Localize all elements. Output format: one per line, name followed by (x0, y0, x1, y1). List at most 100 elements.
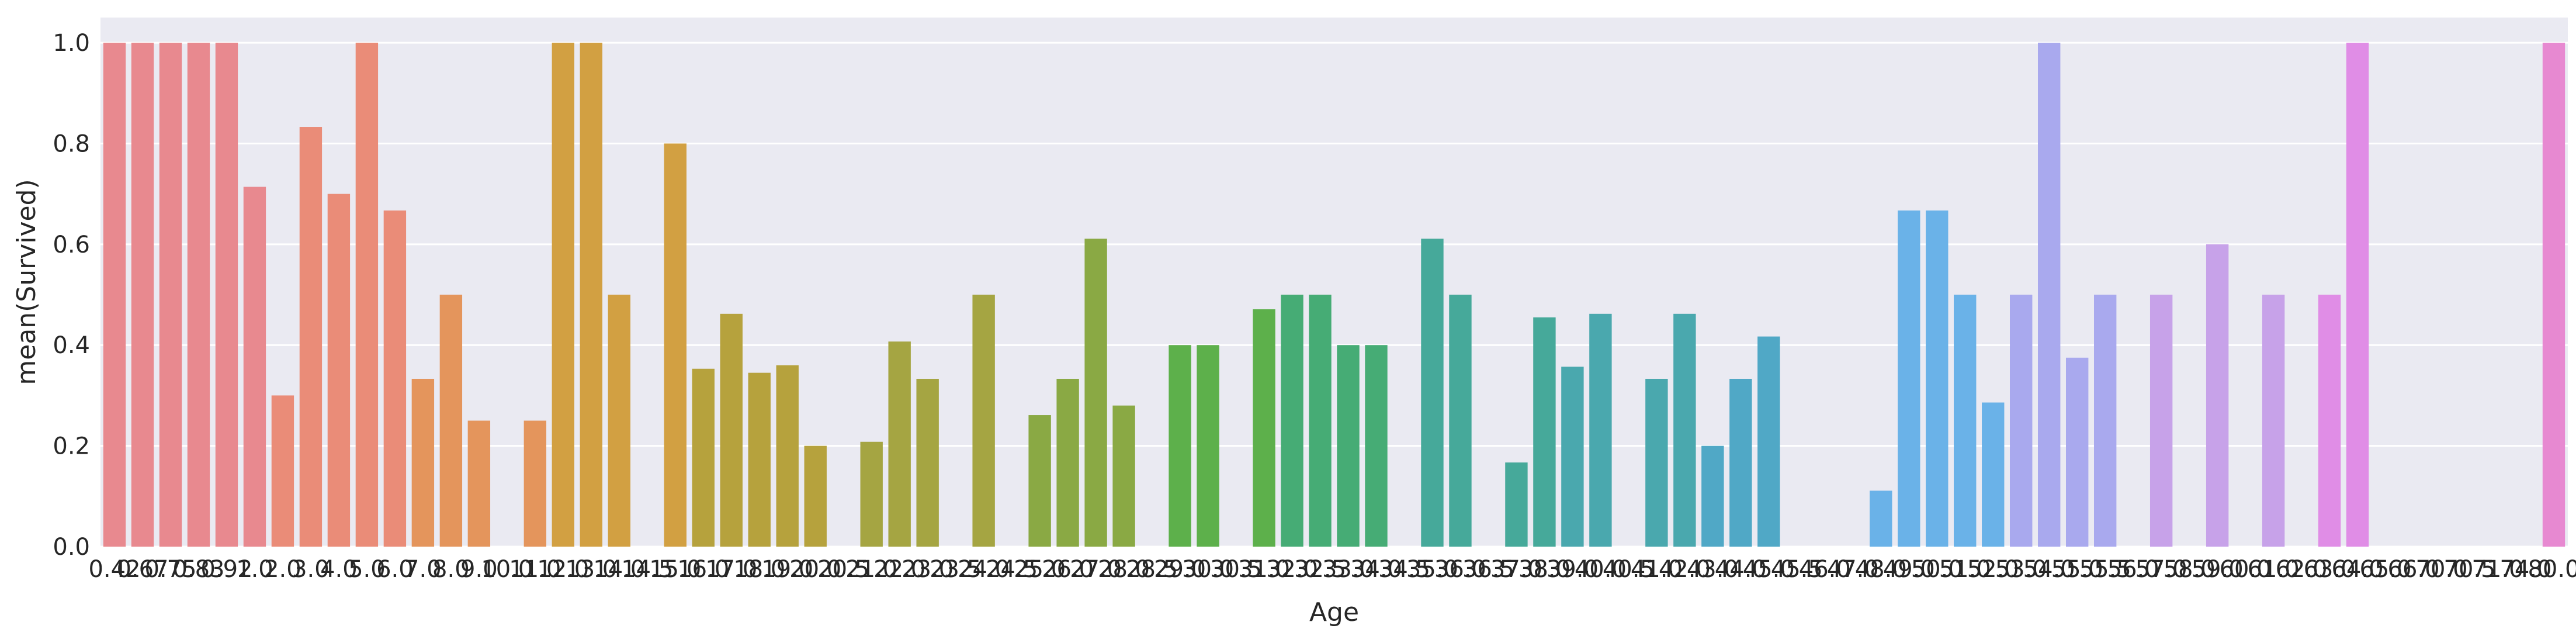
x-tick-label: 50.0 (1911, 556, 1963, 583)
y-tick-label: 1.0 (53, 30, 90, 57)
x-tick-label: 64.0 (2332, 556, 2384, 583)
x-tick-label: 30.5 (1210, 556, 1262, 583)
x-tick-label: 7.0 (404, 556, 442, 583)
x-tick-label: 0.67 (116, 556, 168, 583)
bar (2010, 295, 2033, 547)
x-tick-label: 56.0 (2107, 556, 2159, 583)
x-tick-label: 26.0 (1042, 556, 1094, 583)
x-tick-label: 9.0 (460, 556, 498, 583)
bar (159, 43, 182, 547)
bar (692, 368, 715, 547)
y-tick-label: 0.2 (53, 433, 90, 460)
bar (720, 313, 743, 547)
x-tick-label: 45.5 (1771, 556, 1823, 583)
y-tick-label: 0.8 (53, 130, 90, 157)
x-tick-label: 3.0 (292, 556, 330, 583)
bar (1197, 345, 1219, 547)
bar (580, 43, 602, 547)
x-tick-label: 28.0 (1098, 556, 1150, 583)
bar (1112, 405, 1135, 547)
y-tick-label: 0.0 (53, 534, 90, 561)
x-tick-label: 20.5 (817, 556, 869, 583)
bar (2346, 43, 2369, 547)
x-tick-label: 17.0 (705, 556, 757, 583)
bar (1533, 317, 1556, 547)
x-tick-label: 29.0 (1154, 556, 1206, 583)
bar (1926, 210, 1949, 547)
bar (2038, 43, 2061, 547)
bar (411, 378, 435, 547)
bar (608, 295, 630, 547)
bar (2066, 357, 2089, 547)
bar (187, 43, 210, 547)
x-tick-label: 36.0 (1434, 556, 1486, 583)
x-tick-label: 23.5 (930, 556, 982, 583)
x-tick-label: 37.0 (1490, 556, 1542, 583)
bar (1421, 239, 1444, 547)
x-tick-label: 16.0 (677, 556, 729, 583)
x-tick-label: 62.0 (2276, 556, 2328, 583)
x-tick-label: 55.0 (2051, 556, 2103, 583)
x-tick-label: 53.0 (1995, 556, 2047, 583)
x-tick-label: 65.0 (2360, 556, 2412, 583)
bar (1365, 345, 1388, 547)
bar (1309, 295, 1332, 547)
x-tick-label: 66.0 (2388, 556, 2440, 583)
bar (2542, 43, 2565, 547)
bar (776, 365, 799, 547)
x-tick-label: 36.5 (1462, 556, 1514, 583)
bar (1169, 345, 1191, 547)
x-tick-label: 23.0 (902, 556, 954, 583)
bar (383, 210, 407, 547)
x-tick-label: 0.92 (200, 556, 252, 583)
x-tick-label: 48.0 (1855, 556, 1907, 583)
bar (1281, 295, 1303, 547)
bar (888, 341, 911, 547)
x-tick-label: 46.0 (1799, 556, 1851, 583)
x-tick-label: 0.42 (88, 556, 140, 583)
x-tick-label: 34.5 (1378, 556, 1430, 583)
bar (1589, 313, 1612, 547)
x-tick-label: 32.5 (1294, 556, 1346, 583)
x-tick-label: 31.0 (1238, 556, 1290, 583)
x-tick-label: 28.5 (1126, 556, 1178, 583)
x-tick-label: 18.0 (733, 556, 785, 583)
x-tick-label: 35.0 (1406, 556, 1458, 583)
bar (355, 43, 379, 547)
bar (1449, 295, 1472, 547)
bar (299, 127, 323, 547)
bar (916, 378, 939, 547)
bar (1561, 367, 1584, 547)
x-tick-label: 8.0 (432, 556, 470, 583)
x-tick-labels: 0.420.670.750.830.921.02.03.04.05.06.07.… (88, 556, 2576, 583)
bar (664, 143, 687, 547)
x-tick-label: 22.0 (873, 556, 925, 583)
bar (131, 43, 154, 547)
x-tick-label: 70.0 (2416, 556, 2468, 583)
y-tick-labels: 0.0 0.2 0.4 0.6 0.8 1.0 (53, 30, 90, 561)
x-tick-label: 49.0 (1883, 556, 1935, 583)
bar (1954, 295, 1977, 547)
x-tick-label: 19.0 (761, 556, 813, 583)
bar (860, 441, 883, 547)
x-tick-label: 63.0 (2304, 556, 2356, 583)
x-tick-label: 24.0 (958, 556, 1010, 583)
x-tick-label: 33.0 (1322, 556, 1374, 583)
x-tick-label: 41.0 (1631, 556, 1683, 583)
x-tick-label: 30.0 (1182, 556, 1234, 583)
x-tick-label: 0.83 (172, 556, 224, 583)
x-tick-label: 10.0 (481, 556, 533, 583)
x-tick-label: 12.0 (537, 556, 589, 583)
x-tick-label: 6.0 (376, 556, 414, 583)
x-tick-label: 2.0 (264, 556, 301, 583)
bar (243, 186, 266, 547)
bar (1673, 313, 1696, 547)
x-tick-label: 4.0 (320, 556, 358, 583)
x-tick-label: 60.0 (2220, 556, 2272, 583)
x-tick-label: 61.0 (2248, 556, 2300, 583)
x-tick-label: 42.0 (1659, 556, 1711, 583)
bar (271, 395, 294, 547)
x-tick-label: 25.0 (1014, 556, 1066, 583)
x-axis-label: Age (1309, 597, 1359, 627)
